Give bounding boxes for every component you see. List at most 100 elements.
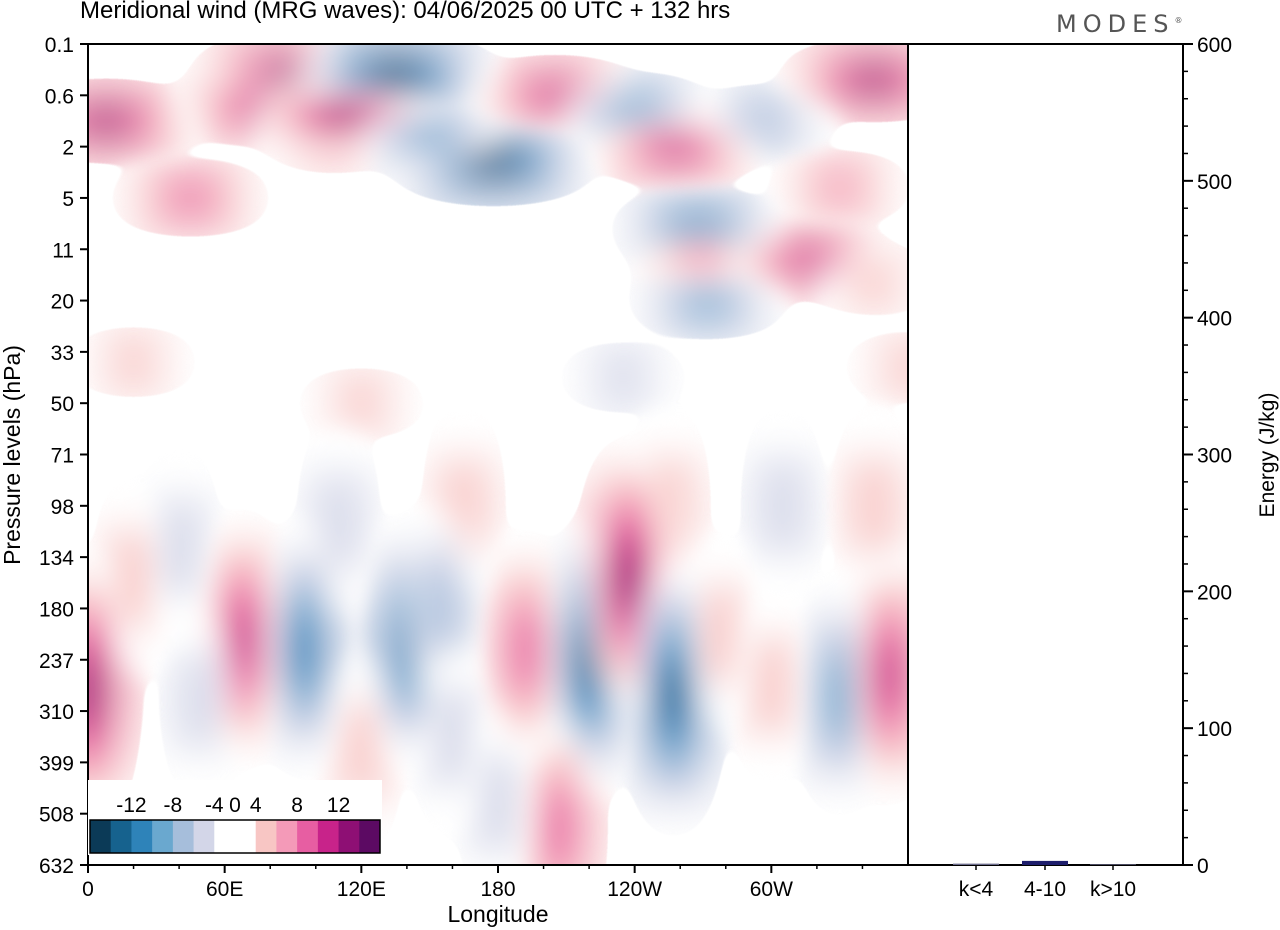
wind-anomaly bbox=[492, 539, 559, 760]
energy-axis-label: Energy (J/kg) bbox=[1256, 393, 1279, 518]
contour-band bbox=[812, 178, 868, 198]
x-axis-label: Longitude bbox=[447, 901, 548, 927]
wind-anomaly bbox=[597, 121, 754, 172]
contour-band bbox=[852, 73, 895, 87]
contour-band bbox=[828, 657, 852, 734]
contour-band bbox=[683, 292, 732, 309]
energy-frame bbox=[907, 43, 1184, 866]
contour-band bbox=[766, 450, 799, 562]
heatmap-field bbox=[88, 46, 908, 865]
wind-anomaly bbox=[88, 342, 188, 382]
contour-band bbox=[610, 102, 660, 119]
contour-band bbox=[755, 630, 788, 741]
colorbar-swatch bbox=[359, 820, 381, 853]
colorbar-swatch bbox=[110, 820, 132, 853]
contour-band bbox=[618, 546, 638, 610]
wind-anomaly bbox=[107, 487, 160, 668]
colorbar-swatch bbox=[235, 820, 257, 853]
colorbar-label: 12 bbox=[327, 794, 350, 817]
contour-band bbox=[88, 114, 128, 128]
energy-tick-label: 600 bbox=[1197, 34, 1232, 57]
wind-anomaly bbox=[88, 94, 193, 148]
wind-anomaly bbox=[426, 646, 479, 827]
y-axis-label: Pressure levels (hPa) bbox=[0, 345, 25, 565]
contour-band bbox=[232, 604, 254, 674]
colorbar-swatch bbox=[317, 820, 340, 853]
y-tick-label: 632 bbox=[39, 855, 74, 878]
energy-axis: 0 100 200 300 400 500 600 bbox=[1183, 34, 1232, 878]
contour-band bbox=[427, 563, 455, 653]
x-tick-label: 0 bbox=[82, 878, 94, 901]
energy-categories: k<4 4-10 k>10 bbox=[959, 865, 1136, 901]
colorbar-swatch bbox=[193, 820, 215, 853]
energy-tick-label: 0 bbox=[1197, 855, 1209, 878]
wind-anomaly bbox=[620, 203, 777, 254]
contour-band bbox=[481, 748, 515, 859]
y-tick-label: 310 bbox=[39, 701, 74, 724]
colorbar-swatch bbox=[90, 820, 112, 853]
colorbar-swatch bbox=[172, 820, 195, 853]
contour-band bbox=[328, 391, 395, 416]
contour-band bbox=[702, 578, 736, 690]
y-tick-label: 134 bbox=[39, 547, 74, 570]
brand-logo: MODES® bbox=[1056, 10, 1182, 38]
energy-category-label: k<4 bbox=[959, 878, 994, 901]
wind-anomaly bbox=[152, 456, 206, 637]
wind-anomaly bbox=[777, 166, 902, 210]
contour-band bbox=[294, 615, 315, 684]
wind-anomaly bbox=[268, 529, 341, 770]
wind-anomaly bbox=[641, 238, 765, 281]
energy-bar bbox=[953, 863, 999, 865]
energy-tick-label: 200 bbox=[1197, 581, 1232, 604]
wind-anomaly bbox=[569, 357, 678, 398]
brand-text: MODES bbox=[1056, 10, 1175, 38]
x-tick-label: 60E bbox=[206, 878, 243, 901]
contour-band bbox=[513, 611, 537, 688]
colorbar-swatch bbox=[276, 820, 298, 853]
colorbar-swatch bbox=[152, 820, 174, 853]
y-tick-label: 0.1 bbox=[45, 34, 74, 57]
colorbar-label: 0 bbox=[229, 794, 241, 817]
y-tick-label: 98 bbox=[51, 496, 74, 519]
x-tick-label: 180 bbox=[480, 878, 515, 901]
colorbar-frame bbox=[89, 819, 381, 854]
wind-anomaly bbox=[744, 595, 798, 776]
y-tick-label: 50 bbox=[51, 393, 74, 416]
contour-blobs bbox=[88, 46, 908, 865]
longitude-axis: 0 60E 120E 180 120W 60W bbox=[82, 865, 864, 901]
contour-band bbox=[663, 664, 683, 728]
contour-band bbox=[185, 645, 219, 757]
energy-bar bbox=[1090, 864, 1136, 865]
wind-anomaly bbox=[301, 46, 490, 104]
x-tick-label: 120E bbox=[337, 878, 386, 901]
colorbar-swatch bbox=[214, 820, 236, 853]
contour-band bbox=[436, 681, 469, 793]
wind-anomaly bbox=[847, 415, 901, 596]
contour-band bbox=[166, 189, 215, 207]
contour-band bbox=[676, 221, 721, 236]
y-tick-label: 399 bbox=[39, 752, 74, 775]
contour-band bbox=[162, 491, 196, 603]
wind-anomaly bbox=[526, 719, 593, 865]
y-tick-label: 2 bbox=[62, 137, 74, 160]
contour-band bbox=[375, 68, 416, 81]
contour-band bbox=[653, 139, 698, 154]
contour-band bbox=[265, 68, 308, 82]
energy-category-label: k>10 bbox=[1090, 878, 1136, 901]
wind-anomaly bbox=[854, 347, 908, 387]
contour-band bbox=[532, 88, 578, 103]
y-tick-label: 71 bbox=[51, 445, 74, 468]
y-tick-label: 237 bbox=[39, 650, 74, 673]
colorbar-label: 4 bbox=[250, 794, 262, 817]
chart-title: Meridional wind (MRG waves): 04/06/2025 … bbox=[80, 0, 731, 24]
contour-band bbox=[473, 155, 514, 169]
contour-band bbox=[322, 465, 355, 577]
wind-anomaly bbox=[634, 565, 713, 826]
wind-anomaly bbox=[819, 260, 908, 300]
contour-band bbox=[590, 365, 657, 390]
contour-band bbox=[879, 640, 901, 710]
colorbar-swatch bbox=[297, 820, 319, 853]
energy-tick-label: 300 bbox=[1197, 445, 1232, 468]
x-tick-label: 60W bbox=[750, 878, 793, 901]
